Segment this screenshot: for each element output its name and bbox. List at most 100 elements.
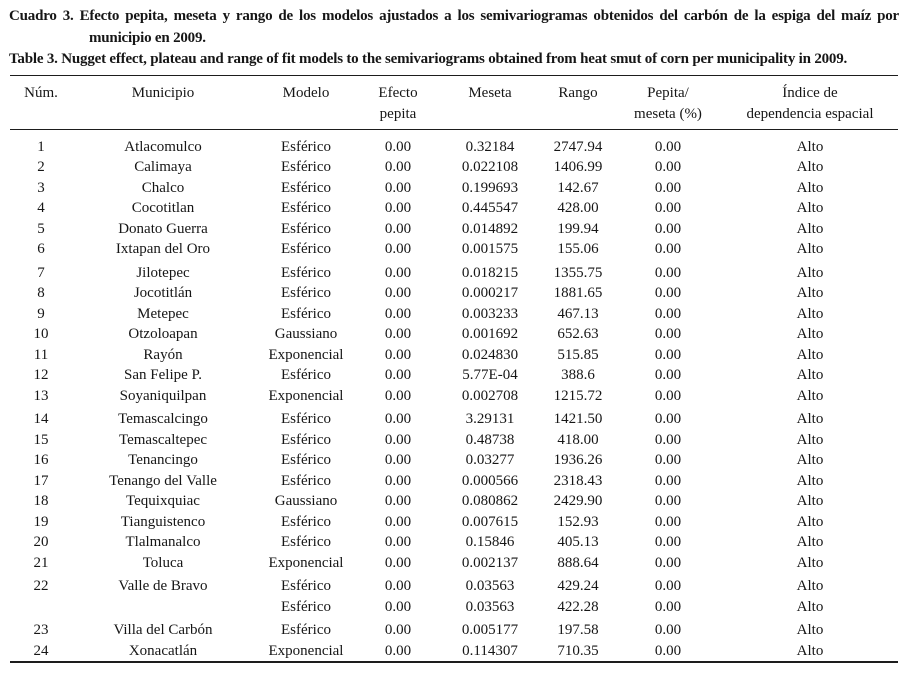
- table-row: 8 Jocotitlán Esférico 0.00 0.000217 1881…: [10, 283, 898, 304]
- cell-indice: Alto: [796, 138, 824, 155]
- cell-pepita-meseta: 0.00: [654, 387, 682, 404]
- cell-efecto-pepita: 0.00: [384, 472, 412, 489]
- cell-rango: 428.00: [557, 200, 599, 216]
- table-row: Esférico 0.00 0.03563 422.28 0.00 Alto: [10, 597, 898, 618]
- cell-efecto-pepita: 0.00: [384, 179, 412, 196]
- cell-municipio: Xonacatlán: [128, 642, 198, 659]
- cell-modelo: Gaussiano: [274, 326, 338, 342]
- cell-pepita-meseta: 0.00: [654, 534, 682, 550]
- cell-modelo: Esférico: [281, 220, 331, 237]
- cell-pepita-meseta: 0.00: [654, 622, 682, 638]
- cell-pepita-meseta: 0.00: [654, 642, 682, 659]
- cell-indice: Alto: [796, 513, 824, 530]
- cell-meseta: 0.114307: [462, 642, 518, 659]
- table-row: 22 Valle de Bravo Esférico 0.00 0.03563 …: [10, 573, 898, 597]
- cell-modelo: Esférico: [281, 264, 331, 281]
- cell-efecto-pepita: 0.00: [384, 200, 412, 216]
- cell-modelo: Esférico: [281, 367, 331, 383]
- cell-modelo: Esférico: [281, 472, 331, 489]
- cell-num: 24: [33, 642, 49, 659]
- cell-indice: Alto: [796, 346, 824, 363]
- cell-efecto-pepita: 0.00: [384, 452, 412, 468]
- table-row: 3 Chalco Esférico 0.00 0.199693 142.67 0…: [10, 178, 898, 199]
- cell-modelo: Esférico: [281, 578, 331, 594]
- cell-rango: 467.13: [557, 305, 599, 322]
- cell-indice: Alto: [796, 264, 824, 281]
- cell-pepita-meseta: 0.00: [654, 598, 682, 615]
- cell-indice: Alto: [796, 411, 824, 427]
- cell-pepita-meseta: 0.00: [654, 305, 682, 322]
- cell-rango: 1355.75: [553, 264, 603, 281]
- table-row: 13 Soyaniquilpan Exponencial 0.00 0.0027…: [10, 386, 898, 407]
- col-header-efecto-pepita: Efecto pepita: [358, 75, 438, 130]
- cell-efecto-pepita: 0.00: [384, 534, 412, 550]
- cell-modelo: Esférico: [281, 513, 331, 530]
- cell-efecto-pepita: 0.00: [384, 493, 412, 509]
- cell-rango: 155.06: [557, 241, 599, 257]
- cell-meseta: 0.022108: [461, 159, 519, 175]
- cell-municipio: Toluca: [142, 554, 184, 571]
- cell-indice: Alto: [796, 642, 824, 659]
- cell-rango: 1881.65: [553, 285, 603, 301]
- cell-num: 21: [33, 554, 49, 571]
- cell-pepita-meseta: 0.00: [654, 493, 682, 509]
- table-row: 18 Tequixquiac Gaussiano 0.00 0.080862 2…: [10, 491, 898, 512]
- cell-pepita-meseta: 0.00: [654, 472, 682, 489]
- cell-indice: Alto: [796, 387, 824, 404]
- table-row: 7 Jilotepec Esférico 0.00 0.018215 1355.…: [10, 260, 898, 284]
- cell-num: 14: [33, 411, 49, 427]
- cell-indice: Alto: [796, 367, 824, 383]
- col-header-meseta: Meseta: [438, 75, 542, 130]
- table-row: 20 Tlalmanalco Esférico 0.00 0.15846 405…: [10, 532, 898, 553]
- col-header-num: Núm.: [10, 75, 72, 130]
- cell-indice: Alto: [796, 452, 824, 468]
- table-row: 9 Metepec Esférico 0.00 0.003233 467.13 …: [10, 304, 898, 325]
- table-row: 4 Cocotitlan Esférico 0.00 0.445547 428.…: [10, 198, 898, 219]
- cell-indice: Alto: [796, 200, 824, 216]
- semivariogram-table: Núm. Municipio Modelo Efecto pepita Mese…: [10, 74, 898, 663]
- cell-municipio: Calimaya: [134, 159, 192, 175]
- cell-municipio: Tianguistenco: [120, 513, 206, 530]
- cell-num: 4: [37, 200, 45, 216]
- cell-modelo: Esférico: [281, 200, 331, 216]
- cell-indice: Alto: [796, 554, 824, 571]
- cell-efecto-pepita: 0.00: [384, 554, 412, 571]
- cell-rango: 1936.26: [553, 452, 603, 468]
- cell-municipio: San Felipe P.: [124, 367, 202, 383]
- cell-indice: Alto: [796, 431, 824, 448]
- cell-meseta: 0.15846: [465, 534, 515, 550]
- cell-indice: Alto: [796, 179, 824, 196]
- cell-num: [10, 597, 72, 618]
- cell-indice: Alto: [796, 241, 824, 257]
- cell-num: 15: [33, 431, 49, 448]
- cell-rango: 2429.90: [553, 493, 603, 509]
- cell-efecto-pepita: 0.00: [384, 431, 412, 448]
- cell-pepita-meseta: 0.00: [654, 346, 682, 363]
- cell-rango: 197.58: [557, 622, 599, 638]
- cell-indice: Alto: [796, 326, 824, 342]
- cell-pepita-meseta: 0.00: [654, 367, 682, 383]
- cell-meseta: 0.48738: [465, 431, 515, 448]
- cell-efecto-pepita: 0.00: [384, 220, 412, 237]
- cell-rango: 422.28: [557, 598, 599, 615]
- cell-num: 9: [37, 305, 45, 322]
- cell-rango: 418.00: [557, 431, 599, 448]
- cell-indice: Alto: [796, 534, 824, 550]
- table-captions: Cuadro 3. Efecto pepita, meseta y rango …: [0, 0, 908, 71]
- cell-municipio: Metepec: [137, 305, 189, 322]
- cell-modelo: Esférico: [281, 179, 331, 196]
- cell-indice: Alto: [796, 493, 824, 509]
- cell-meseta: 0.002137: [461, 554, 519, 571]
- cell-meseta: 0.03277: [465, 452, 515, 468]
- cell-municipio: Jilotepec: [136, 264, 190, 281]
- table-row: 10 Otzoloapan Gaussiano 0.00 0.001692 65…: [10, 324, 898, 345]
- cell-rango: 429.24: [557, 578, 599, 594]
- cell-efecto-pepita: 0.00: [384, 578, 412, 594]
- cell-num: 20: [33, 534, 49, 550]
- cell-efecto-pepita: 0.00: [384, 285, 412, 301]
- cell-rango: 2318.43: [553, 472, 603, 489]
- cell-municipio: Villa del Carbón: [113, 622, 213, 638]
- cell-meseta: 0.32184: [465, 138, 515, 155]
- cell-indice: Alto: [796, 578, 824, 594]
- cell-municipio: Tenancingo: [128, 452, 198, 468]
